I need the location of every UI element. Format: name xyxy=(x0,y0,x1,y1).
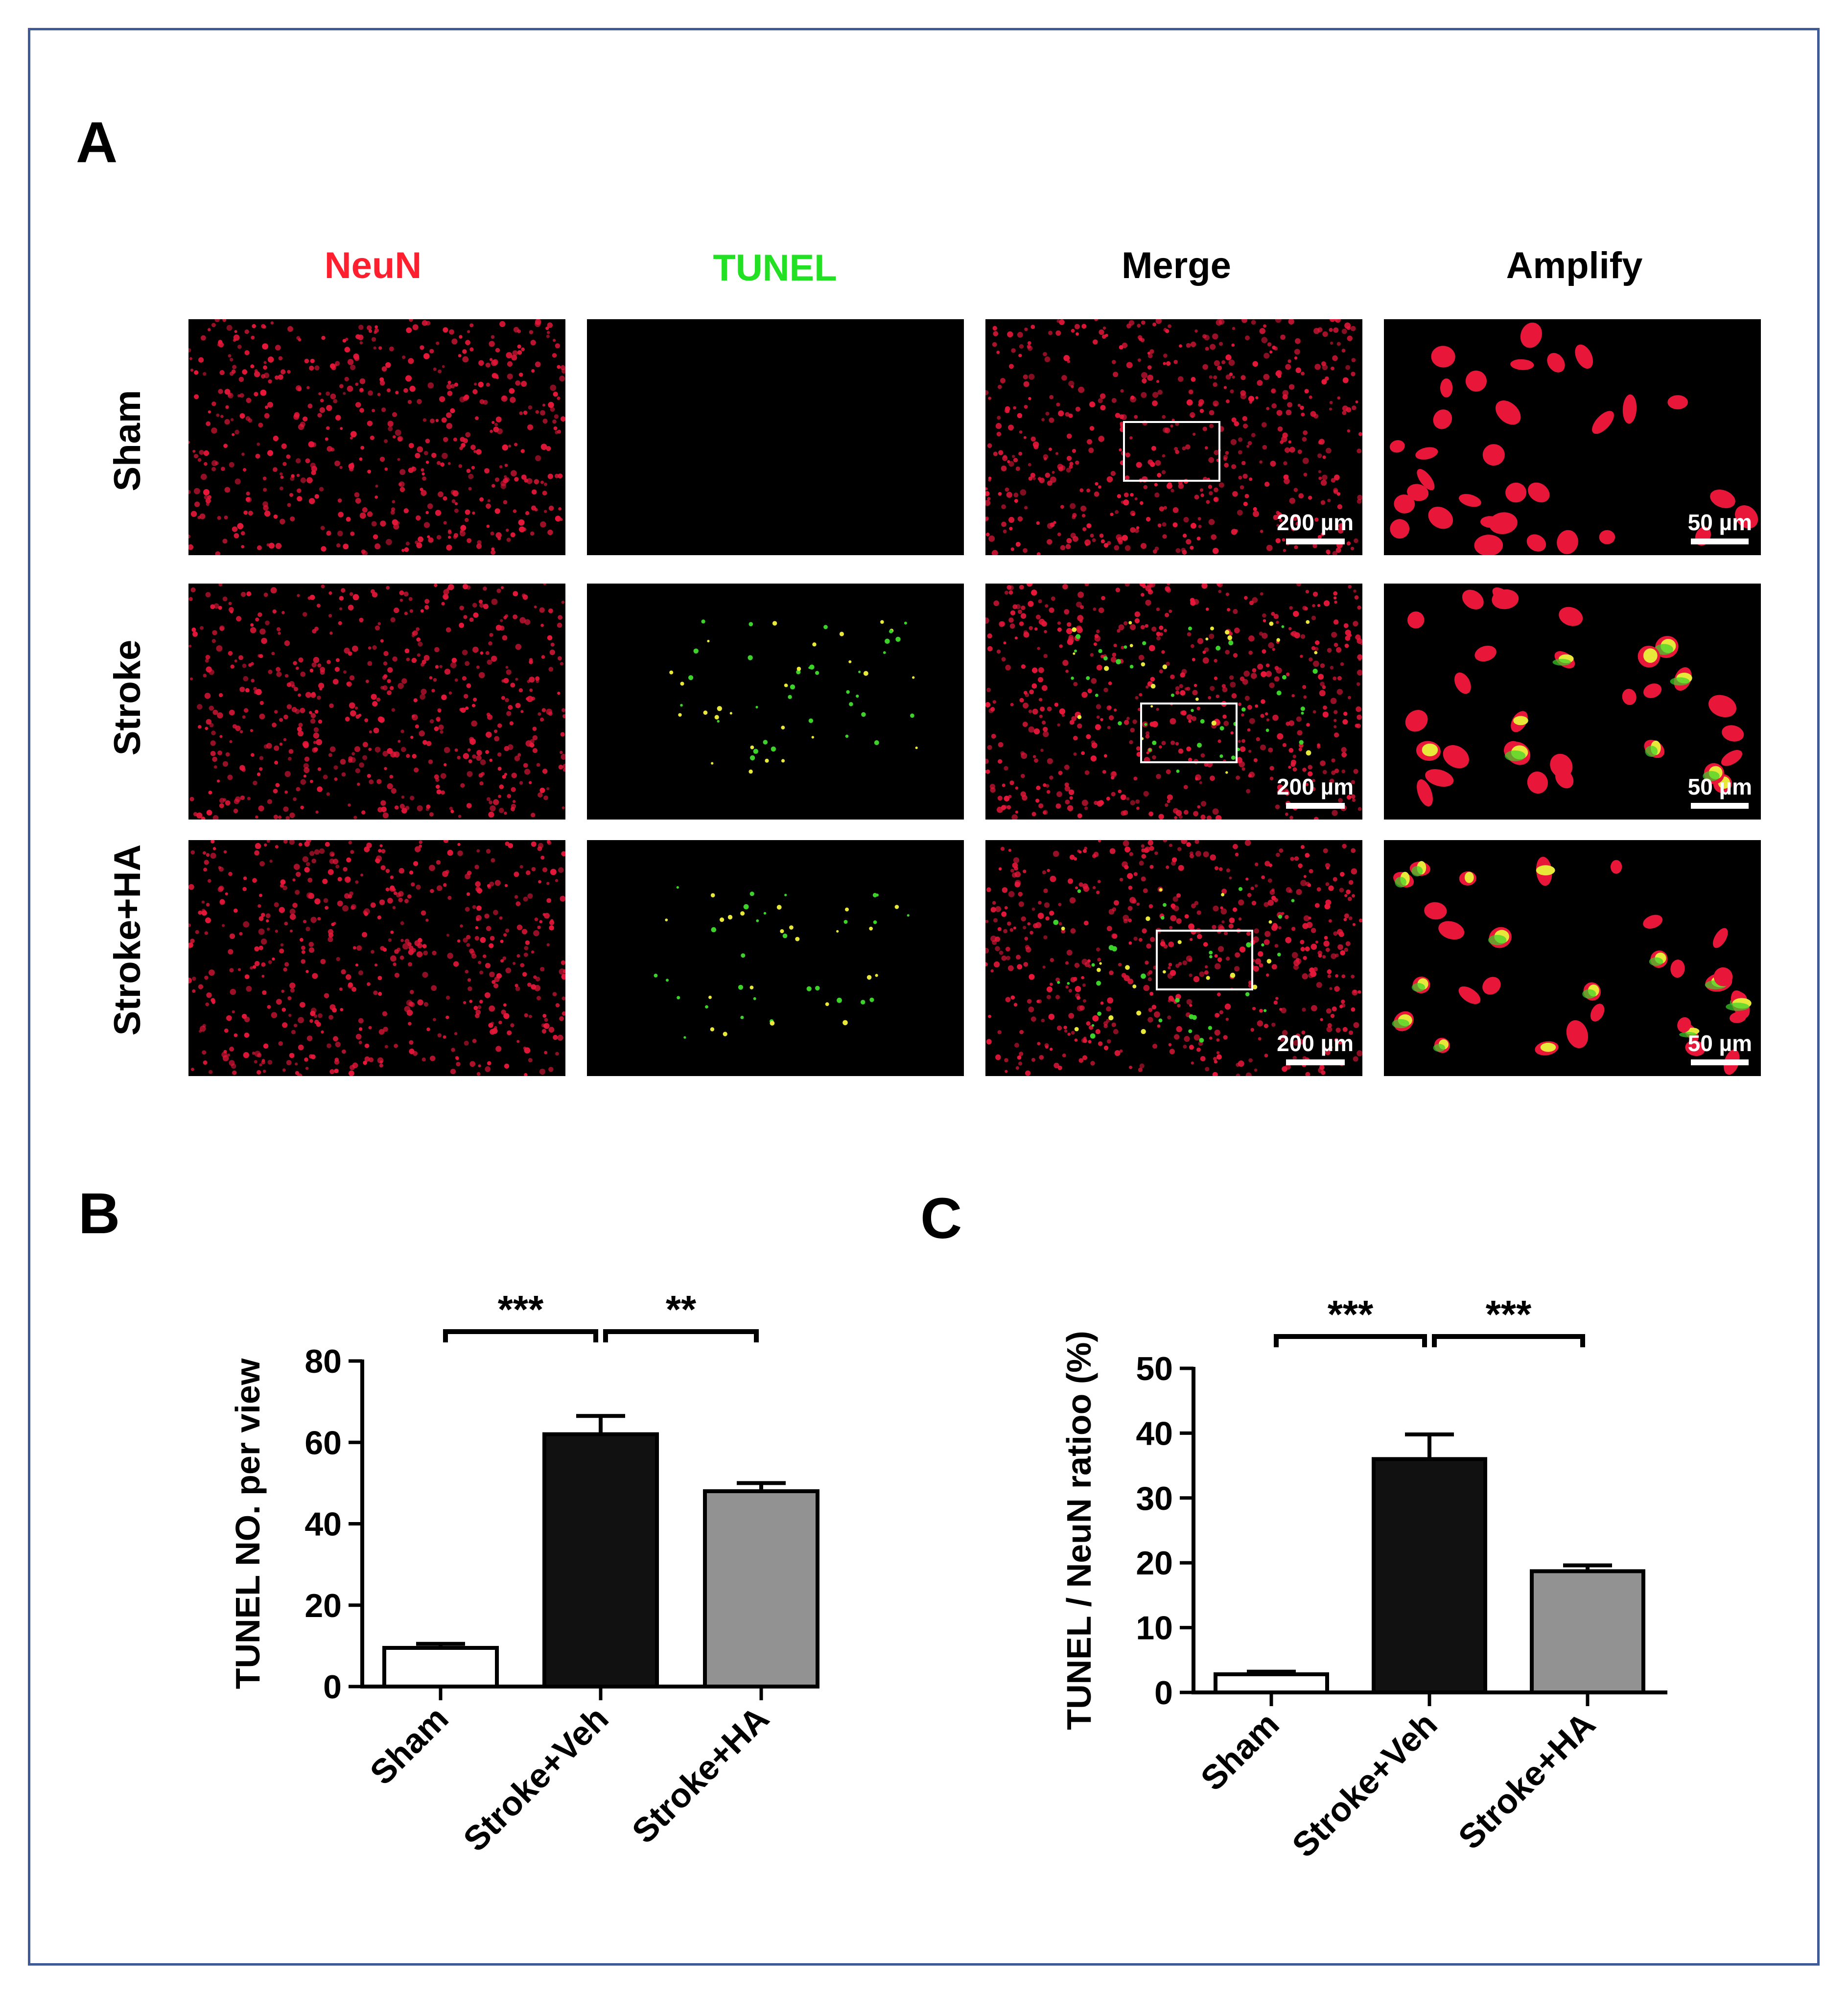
scale-bar-label: 200 µm xyxy=(1277,1031,1354,1056)
scale-bar: 50 µm xyxy=(1688,509,1752,544)
chart-b: 0 20 40 60 80 TUNEL NO. per view Sham Stroke+Ve… xyxy=(215,1263,852,1900)
chart-b-y-axis-label: TUNEL NO. per view xyxy=(229,1358,267,1689)
chart-c-bar-2 xyxy=(1530,1569,1645,1694)
chart-b-significance-bracket xyxy=(443,1329,598,1342)
scale-bar-line xyxy=(1691,1059,1749,1065)
column-header-tunel: TUNEL xyxy=(713,247,837,289)
chart-c-y-tick-label: 10 xyxy=(1136,1610,1173,1647)
chart-b-y-tick-label: 80 xyxy=(304,1343,342,1380)
chart-c-y-tick-label: 0 xyxy=(1154,1674,1173,1712)
zoom-region-box xyxy=(1123,421,1220,482)
chart-b-significance-label: *** xyxy=(498,1288,544,1331)
chart-c-significance-label: *** xyxy=(1328,1292,1374,1336)
chart-c: 0 10 20 30 40 50 TUNEL / NeuN ratioo (%) Sham St… xyxy=(1053,1263,1713,1900)
chart-b-y-tick-label: 40 xyxy=(304,1506,342,1543)
scale-bar-label: 50 µm xyxy=(1687,1031,1752,1056)
panel-b-letter: B xyxy=(78,1181,120,1246)
scale-bar-line xyxy=(1286,539,1345,544)
chart-c-y-tick-label: 40 xyxy=(1136,1415,1173,1452)
micrograph-stroke-ha-neun xyxy=(188,840,565,1076)
micrograph-stroke-ha-merge: 200 µm xyxy=(985,840,1362,1076)
scale-bar-label: 50 µm xyxy=(1687,774,1752,799)
chart-b-category-label-0: Sham xyxy=(363,1699,456,1792)
chart-c-category-label-0: Sham xyxy=(1193,1705,1287,1798)
chart-b-y-tick-label: 0 xyxy=(323,1668,342,1706)
panel-c-letter: C xyxy=(920,1186,962,1251)
zoom-region-box xyxy=(1156,930,1253,990)
micrograph-stroke-tunel xyxy=(587,584,964,820)
chart-c-y-axis-label: TUNEL / NeuN ratioo (%) xyxy=(1060,1331,1098,1730)
chart-c-significance-label: *** xyxy=(1486,1292,1532,1336)
micrograph-stroke-amplify: 50 µm xyxy=(1384,584,1761,820)
scale-bar: 200 µm xyxy=(1277,1030,1354,1065)
scale-bar-line xyxy=(1691,539,1749,544)
micrograph-stroke-ha-amplify: 50 µm xyxy=(1384,840,1761,1076)
scale-bar: 50 µm xyxy=(1688,774,1752,809)
scale-bar-label: 200 µm xyxy=(1277,774,1354,799)
chart-b-bar-2 xyxy=(703,1489,819,1689)
scale-bar-line xyxy=(1286,1059,1345,1065)
chart-b-y-tick-label: 60 xyxy=(304,1424,342,1461)
chart-b-y-tick-label: 20 xyxy=(304,1587,342,1624)
chart-b-significance-label: ** xyxy=(666,1288,697,1331)
scale-bar-label: 50 µm xyxy=(1687,510,1752,535)
chart-c-category-label-2: Stroke+HA xyxy=(1451,1705,1603,1856)
chart-b-bar-1 xyxy=(542,1432,659,1689)
scale-bar: 200 µm xyxy=(1277,509,1354,544)
row-header-sham: Sham xyxy=(107,390,148,492)
micrograph-sham-merge: 200 µm xyxy=(985,319,1362,555)
micrograph-stroke-neun xyxy=(188,584,565,820)
row-header-stroke: Stroke xyxy=(107,639,148,756)
column-header-neun: NeuN xyxy=(324,245,422,286)
chart-c-y-tick-label: 20 xyxy=(1136,1545,1173,1582)
figure-frame xyxy=(28,28,1820,1966)
scale-bar-label: 200 µm xyxy=(1277,510,1354,535)
micrograph-sham-amplify: 50 µm xyxy=(1384,319,1761,555)
chart-c-significance-bracket xyxy=(1432,1334,1585,1347)
micrograph-sham-neun xyxy=(188,319,565,555)
row-header-stroke-ha: Stroke+HA xyxy=(107,844,148,1036)
chart-c-bar-0 xyxy=(1214,1672,1329,1694)
micrograph-stroke-merge: 200 µm xyxy=(985,584,1362,820)
chart-c-significance-bracket xyxy=(1274,1334,1427,1347)
chart-c-category-label-1: Stroke+Veh xyxy=(1285,1705,1444,1864)
chart-b-category-label-2: Stroke+HA xyxy=(625,1699,776,1851)
scale-bar-line xyxy=(1286,803,1345,809)
column-header-merge: Merge xyxy=(1122,245,1231,286)
scale-bar-line xyxy=(1691,803,1749,809)
scale-bar: 200 µm xyxy=(1277,774,1354,809)
zoom-region-box xyxy=(1140,703,1238,763)
chart-b-significance-bracket xyxy=(603,1329,759,1342)
micrograph-sham-tunel xyxy=(587,319,964,555)
chart-c-y-tick-label: 50 xyxy=(1136,1350,1173,1387)
column-header-amplify: Amplify xyxy=(1506,245,1643,286)
chart-b-bar-0 xyxy=(382,1646,499,1689)
chart-c-y-tick-label: 30 xyxy=(1136,1480,1173,1517)
panel-a-letter: A xyxy=(76,110,118,175)
micrograph-stroke-ha-tunel xyxy=(587,840,964,1076)
chart-c-bar-1 xyxy=(1372,1457,1487,1694)
scale-bar: 50 µm xyxy=(1688,1030,1752,1065)
chart-b-category-label-1: Stroke+Veh xyxy=(456,1699,615,1858)
chart-b-svg: 0 20 40 60 80 TUNEL NO. per view Sham Stroke+Ve… xyxy=(229,1288,819,1859)
